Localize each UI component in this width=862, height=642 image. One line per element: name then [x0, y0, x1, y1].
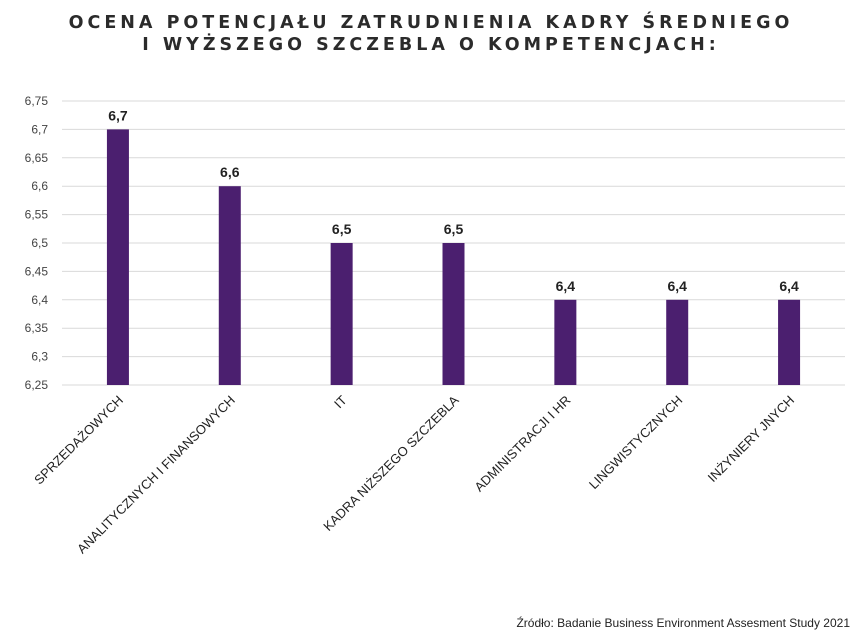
- bar: [106, 129, 129, 385]
- y-tick-label: 6,65: [25, 151, 49, 165]
- bar: [442, 243, 465, 385]
- x-tick-label: ADMINISTRACJI I HR: [471, 393, 573, 495]
- x-tick-label: SPRZEDAŻOWYCH: [31, 393, 126, 488]
- data-label: 6,4: [779, 278, 799, 294]
- y-tick-label: 6,6: [31, 179, 48, 193]
- data-label: 6,4: [556, 278, 576, 294]
- bar: [666, 299, 689, 385]
- chart-title-line-1: OCENA POTENCJAŁU ZATRUDNIENIA KADRY ŚRED…: [68, 13, 794, 33]
- y-tick-label: 6,3: [31, 350, 48, 364]
- y-tick-label: 6,75: [25, 94, 49, 108]
- y-tick-label: 6,7: [31, 122, 48, 136]
- data-label: 6,5: [332, 221, 352, 237]
- chart-title: OCENA POTENCJAŁU ZATRUDNIENIA KADRY ŚRED…: [0, 12, 862, 56]
- bar: [218, 186, 241, 385]
- x-tick-label: INŻYNIERY JNYCH: [705, 393, 798, 486]
- x-tick-label: LINGWISTYCZNYCH: [586, 393, 685, 492]
- data-label: 6,4: [667, 278, 687, 294]
- x-tick-label: KADRA NIŻSZEGO SZCZEBLA: [320, 392, 462, 534]
- data-label: 6,6: [220, 164, 240, 180]
- y-tick-label: 6,45: [25, 264, 49, 278]
- bar: [330, 243, 353, 385]
- y-tick-label: 6,5: [31, 236, 48, 250]
- chart-title-line-2: I WYŻSZEGO SZCZEBLA O KOMPETENCJACH:: [142, 35, 720, 55]
- source-note: Źródło: Badanie Business Environment Ass…: [516, 616, 850, 630]
- y-tick-label: 6,25: [25, 378, 49, 392]
- data-label: 6,7: [108, 107, 128, 123]
- y-tick-label: 6,55: [25, 208, 49, 222]
- y-tick-label: 6,4: [31, 293, 48, 307]
- y-tick-label: 6,35: [25, 321, 49, 335]
- x-tick-label: IT: [331, 392, 350, 411]
- data-label: 6,5: [444, 221, 464, 237]
- bar: [554, 299, 577, 385]
- bar: [778, 299, 801, 385]
